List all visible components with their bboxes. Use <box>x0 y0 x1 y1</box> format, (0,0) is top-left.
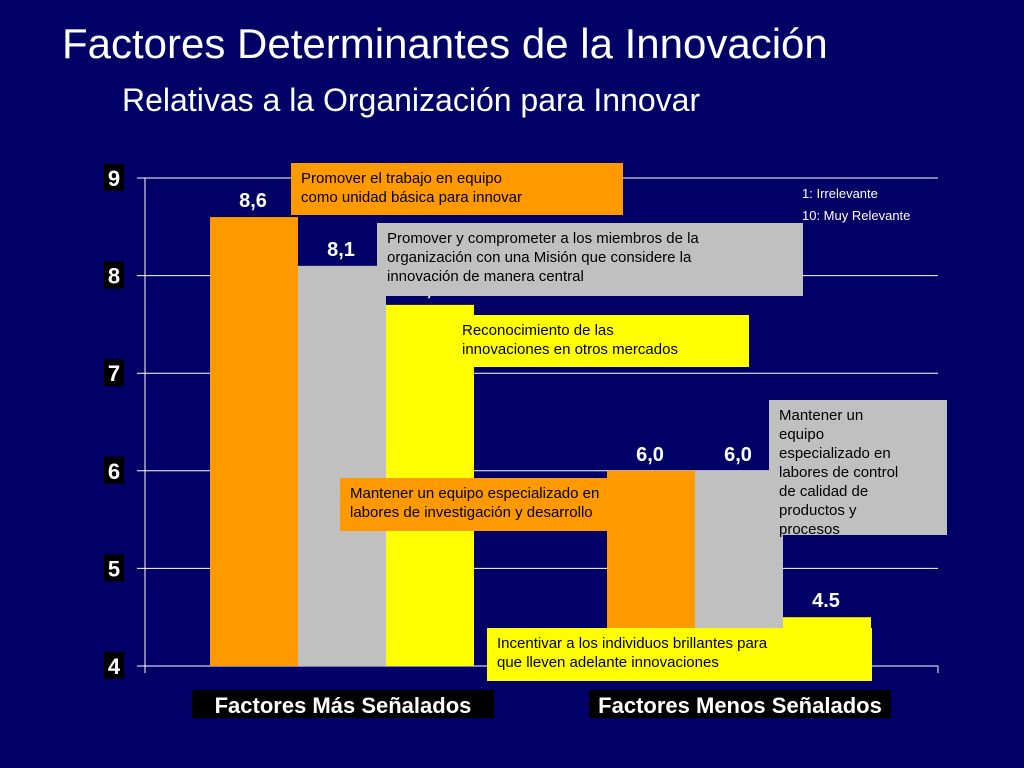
y-tick-label: 6 <box>108 459 120 484</box>
y-tick-label: 5 <box>108 556 120 581</box>
callout-line: labores de investigación y desarrollo <box>350 504 593 521</box>
callout-line: equipo <box>779 426 825 443</box>
bar-value-label: 6,0 <box>724 444 752 466</box>
bar-value-label: 6,0 <box>636 444 664 466</box>
callout-mission: Promover y comprometer a los miembros de… <box>377 223 803 296</box>
bar-orange <box>210 217 298 667</box>
callout-other-markets: Reconocimiento de las innovaciones en ot… <box>452 315 749 367</box>
slide-subtitle: Relativas a la Organización para Innovar <box>122 82 701 118</box>
callout-line: innovación de manera central <box>387 268 584 285</box>
callout-line: Incentivar a los individuos brillantes p… <box>497 635 768 652</box>
category-label: Factores Más Señalados <box>215 693 472 718</box>
scale-note-min: 1: Irrelevante <box>802 186 878 201</box>
y-tick-bg <box>104 359 124 387</box>
callout-rnd-team: Mantener un equipo especializado en labo… <box>340 478 678 531</box>
bar-value-label: 4.5 <box>812 590 840 612</box>
scale-note: 1: Irrelevante 10: Muy Relevante <box>802 183 910 227</box>
y-tick-label: 9 <box>108 166 120 191</box>
y-tick-bg <box>104 554 124 582</box>
callout-line: de calidad de <box>779 483 869 500</box>
callout-line: Promover el trabajo en equipo <box>301 170 502 187</box>
callout-line: Mantener un equipo especializado en <box>350 485 600 502</box>
scale-note-max: 10: Muy Relevante <box>802 208 911 223</box>
callout-line: labores de control <box>779 464 899 481</box>
callout-line: innovaciones en otros mercados <box>462 341 678 358</box>
category-label-bg <box>589 690 891 718</box>
bar-gray <box>298 265 386 666</box>
category-label-bg <box>192 690 494 718</box>
category-label: Factores Menos Señalados <box>598 693 882 718</box>
callout-brilliant-individuals: Incentivar a los individuos brillantes p… <box>487 628 872 681</box>
callout-line: especializado en <box>779 445 891 462</box>
y-tick-label: 4 <box>108 654 121 679</box>
bar-value-label: 8,1 <box>327 239 355 261</box>
callout-line: Promover y comprometer a los miembros de… <box>387 230 699 247</box>
callout-line: que lleven adelante innovaciones <box>497 654 719 671</box>
callout-line: como unidad básica para innovar <box>301 189 522 206</box>
y-tick-label: 8 <box>108 264 120 289</box>
y-tick-bg <box>104 456 124 484</box>
y-tick-bg <box>104 164 124 191</box>
y-tick-bg <box>104 261 124 289</box>
callout-line: productos y <box>779 502 857 519</box>
y-tick-label: 7 <box>108 361 120 386</box>
bar-value-label: 8,6 <box>239 190 267 212</box>
slide-title: Factores Determinantes de la Innovación <box>62 20 828 67</box>
callout-quality-team: Mantener un equipo especializado en labo… <box>769 400 947 538</box>
callout-line: organización con una Misión que consider… <box>387 249 692 266</box>
callout-teamwork: Promover el trabajo en equipo como unida… <box>291 163 623 215</box>
y-tick-bg <box>104 652 124 679</box>
callout-line: Mantener un <box>779 407 864 424</box>
callout-line: Reconocimiento de las <box>462 322 614 339</box>
callout-line: procesos <box>779 521 840 538</box>
